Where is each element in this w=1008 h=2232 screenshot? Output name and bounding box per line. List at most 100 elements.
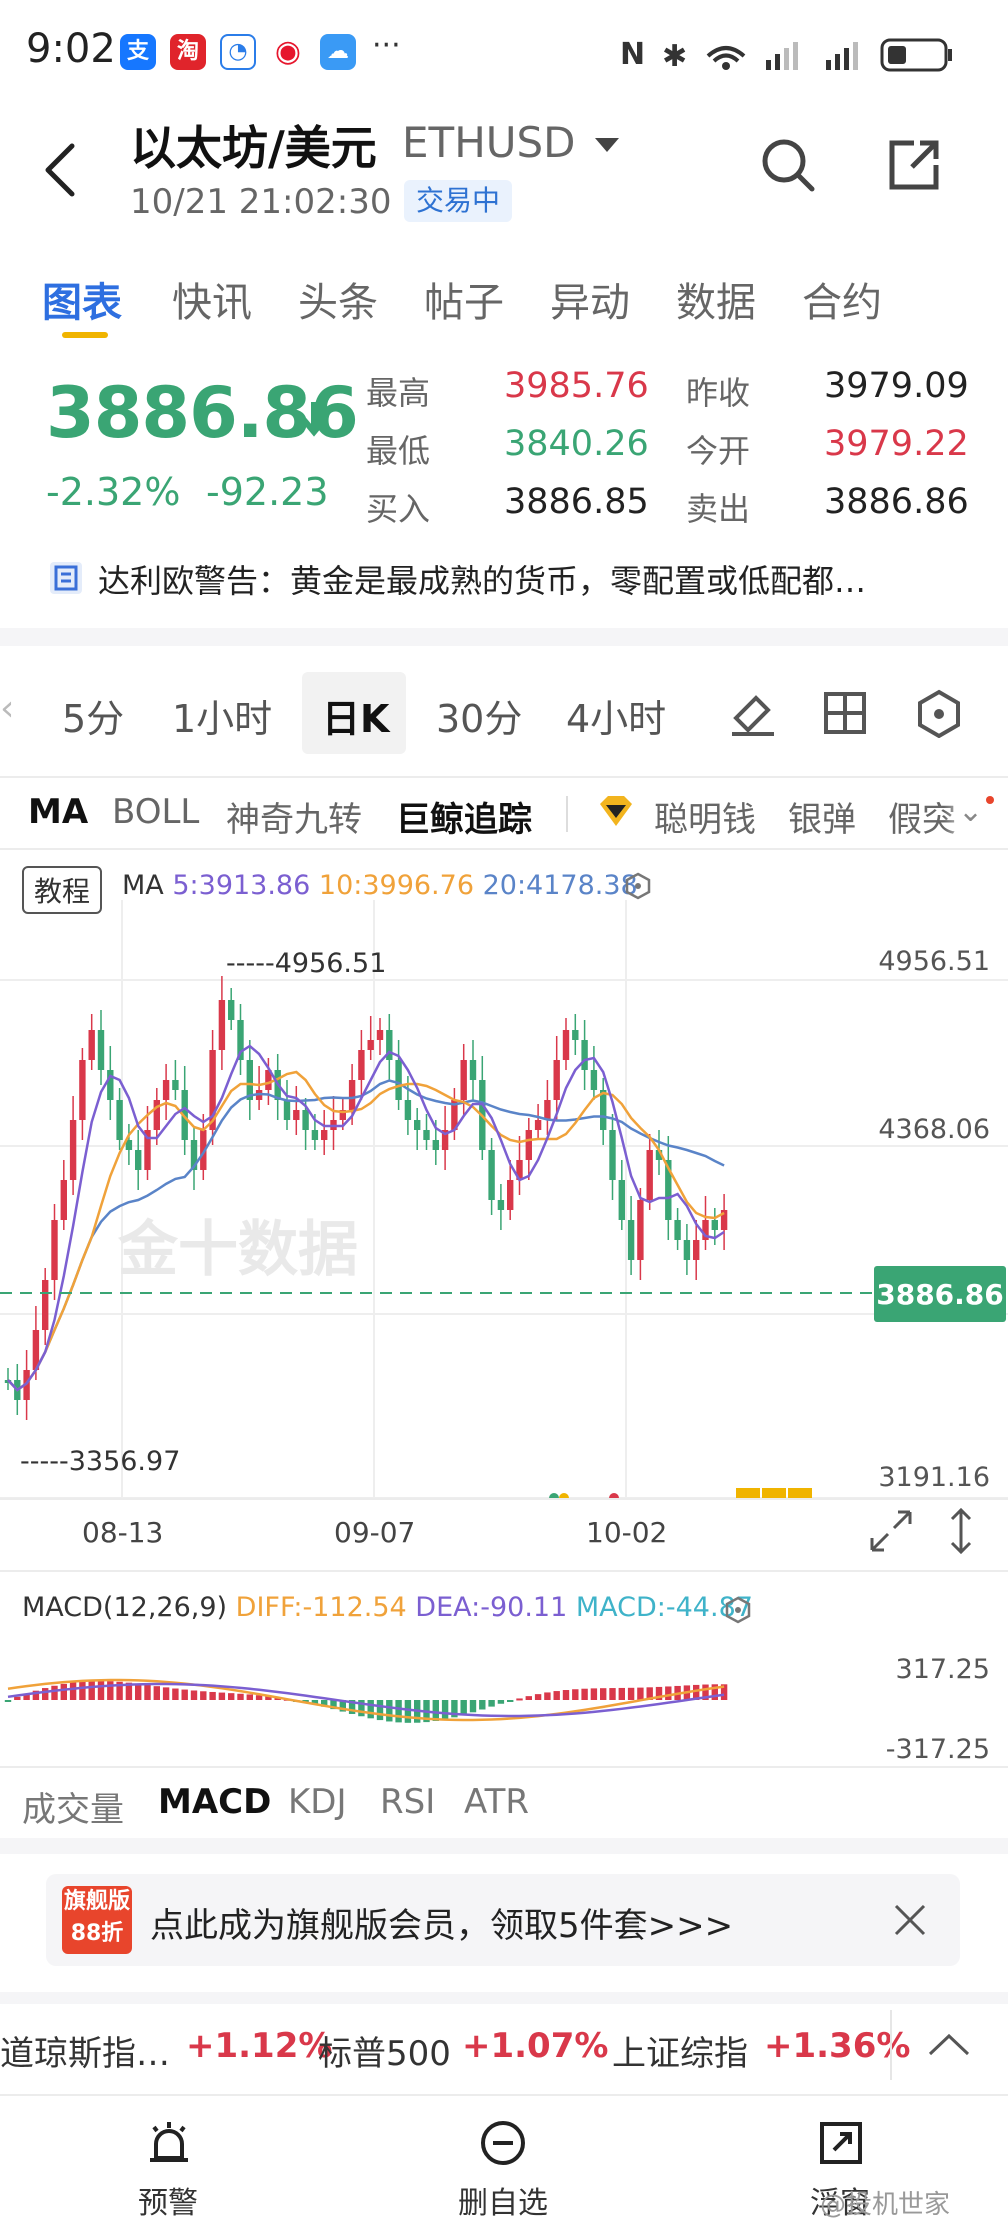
back-button[interactable] (40, 140, 80, 200)
tutorial-button[interactable]: 教程 (22, 866, 103, 914)
candle-body (720, 1210, 728, 1230)
price-axis-top: 4956.51 (878, 946, 990, 977)
indicator-silver-bullet[interactable]: 银弹 (788, 800, 856, 840)
macd-bars (4, 1680, 728, 1723)
symbol-selector[interactable]: ETHUSD (402, 118, 576, 167)
tab-data[interactable]: 数据 (676, 280, 756, 326)
fullscreen-icon[interactable] (868, 1508, 914, 1554)
settings-hex-icon[interactable] (724, 1596, 752, 1624)
macd-bar (720, 1684, 728, 1700)
macd-bar (144, 1684, 151, 1700)
macd-bar (311, 1700, 319, 1705)
tab-flash-news[interactable]: 快讯 (172, 280, 252, 326)
ticker-name[interactable]: 标普500 (318, 2034, 451, 2074)
search-icon[interactable] (758, 135, 818, 195)
candlestick-chart[interactable]: 金十数据 -----4956.51 -----3356.97 4956.51 4… (0, 900, 1008, 1500)
period-5min[interactable]: 5分 (62, 697, 125, 741)
ticker-name[interactable]: 上证综指 (612, 2034, 748, 2074)
prev-close-value: 3979.09 (824, 366, 969, 406)
candle-body (404, 1100, 412, 1120)
divider (0, 1498, 1008, 1500)
indicator-boll[interactable]: BOLL (112, 792, 200, 832)
macd-bar (525, 1696, 532, 1700)
dea-line (7, 1682, 725, 1718)
macd-bar (590, 1688, 598, 1700)
chevron-down-icon[interactable]: ⌄ (958, 794, 984, 829)
period-daily[interactable]: 日K (322, 697, 390, 741)
promo-banner[interactable]: 旗舰版 88折 点此成为旗舰版会员，领取5件套>>> (46, 1874, 960, 1966)
candle-body (153, 1100, 160, 1130)
ticker-name[interactable]: 道琼斯指… (0, 2034, 170, 2074)
tab-contract[interactable]: 合约 (802, 280, 882, 326)
macd-bar (600, 1688, 607, 1700)
candle-body (135, 1150, 142, 1170)
macd-bar (162, 1687, 170, 1700)
chevron-down-icon[interactable] (595, 138, 619, 152)
divider (0, 848, 1008, 850)
macd-bar (135, 1683, 142, 1700)
high-marker: -----4956.51 (226, 948, 386, 979)
candle-body (395, 1060, 402, 1100)
layout-grid-icon[interactable] (822, 690, 868, 736)
ma10-line (7, 1070, 725, 1392)
macd-bar (330, 1700, 337, 1710)
ticker-change: +1.36% (764, 2026, 911, 2066)
candle-body (553, 1060, 560, 1100)
subtab-rsi[interactable]: RSI (380, 1782, 436, 1822)
price-axis-bottom: 3191.16 (878, 1462, 990, 1493)
candle-body (200, 1130, 207, 1170)
nav-alert[interactable]: 预警 (138, 2186, 198, 2221)
subtab-volume[interactable]: 成交量 (22, 1790, 124, 1830)
settings-hex-icon[interactable] (914, 688, 964, 738)
chat-app-icon: ◔ (220, 34, 256, 70)
price-axis-mid: 4368.06 (878, 1114, 990, 1145)
alarm-icon[interactable] (144, 2118, 194, 2168)
period-4hour[interactable]: 4小时 (566, 697, 667, 741)
draw-tool-icon[interactable] (728, 688, 778, 738)
macd-bar (190, 1690, 198, 1700)
close-icon[interactable] (892, 1902, 928, 1938)
ticker-change: +1.12% (186, 2026, 333, 2066)
candle-body (42, 1280, 49, 1330)
more-notifications-icon: ··· (372, 28, 401, 63)
remove-watchlist-icon[interactable] (478, 2118, 528, 2168)
candle-body (60, 1180, 67, 1220)
indicator-ma[interactable]: MA (28, 792, 89, 832)
tab-movers[interactable]: 异动 (550, 280, 630, 326)
subtab-atr[interactable]: ATR (464, 1782, 530, 1822)
period-30min[interactable]: 30分 (436, 697, 523, 741)
macd-bar (23, 1693, 30, 1700)
candle-body (451, 1100, 458, 1130)
indicator-smart-money[interactable]: 聪明钱 (654, 800, 756, 840)
watermark: @投机世家 (820, 2190, 951, 2220)
period-active-bg (302, 672, 406, 754)
float-window-icon[interactable] (816, 2118, 866, 2168)
open-value: 3979.22 (824, 424, 969, 464)
subtab-macd[interactable]: MACD (158, 1782, 272, 1822)
macd-bar (339, 1700, 346, 1712)
nav-float-window[interactable]: 浮窗 (810, 2186, 870, 2221)
weibo-icon: ◉ (270, 34, 306, 70)
share-icon[interactable] (884, 135, 944, 195)
news-headline[interactable]: 达利欧警告：黄金是最成熟的货币，零配置或低配都… (98, 562, 867, 600)
macd-bar (655, 1686, 663, 1700)
chevron-up-icon[interactable] (926, 2030, 972, 2060)
macd-bar (265, 1696, 272, 1700)
macd-bar (69, 1682, 77, 1700)
nav-remove-watchlist[interactable]: 删自选 (458, 2186, 548, 2221)
last-price: 3886.86 (46, 372, 359, 454)
tab-chart[interactable]: 图表 (42, 280, 122, 326)
candle-body (162, 1080, 170, 1100)
tab-posts[interactable]: 帖子 (424, 280, 504, 326)
settings-hex-icon[interactable] (624, 872, 652, 900)
indicator-td9[interactable]: 神奇九转 (226, 800, 362, 840)
subtab-kdj[interactable]: KDJ (288, 1782, 347, 1822)
period-1hour[interactable]: 1小时 (172, 697, 273, 741)
vertical-resize-icon[interactable] (946, 1506, 976, 1556)
candle-body (469, 1060, 477, 1080)
indicator-whale-tracking[interactable]: 巨鲸追踪 (396, 800, 532, 840)
change-amount: -92.23 (206, 470, 329, 514)
tab-headlines[interactable]: 头条 (298, 280, 378, 326)
macd-bar (534, 1694, 542, 1700)
ma20-line (7, 1079, 725, 1392)
